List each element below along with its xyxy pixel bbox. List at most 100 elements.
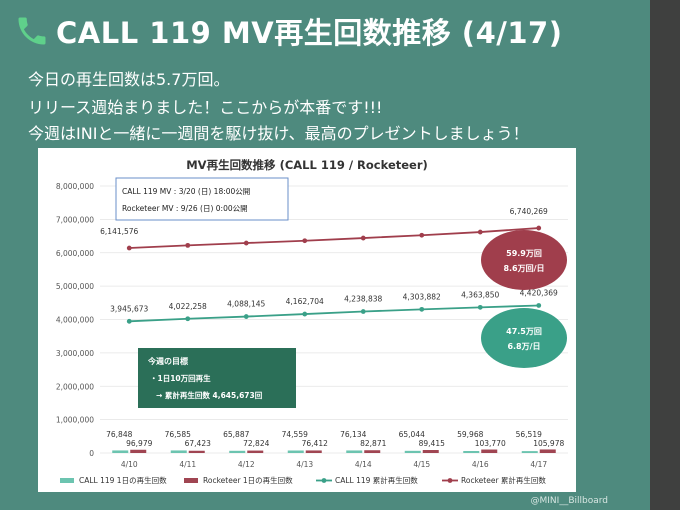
info-box [115, 177, 289, 221]
call119-daily-label: 59,968 [457, 430, 483, 439]
call119-daily-label: 65,044 [399, 430, 425, 439]
rocketeer-daily-bar [188, 450, 205, 453]
rocketeer-daily-label: 72,824 [243, 439, 269, 448]
message-line-3: 今週はINIと一緒に一週間を駆け抜け、最高のプレゼントしましょう！ [28, 124, 529, 143]
rocketeer-daily-bar [539, 449, 556, 453]
title-text: CALL 119 MV再生回数推移 (4/17) [56, 16, 563, 50]
call119-cumulative-label: 4,420,369 [520, 288, 558, 297]
side-strip [650, 0, 680, 510]
rocketeer-daily-label: 67,423 [185, 439, 211, 448]
rocketeer-daily-label: 82,871 [360, 439, 386, 448]
call119-cumulative-label: 4,238,838 [344, 295, 382, 304]
call119-daily-bar [170, 450, 187, 453]
x-tick-label: 4/16 [472, 460, 489, 469]
call119-daily-label: 65,887 [223, 430, 249, 439]
y-tick-label: 8,000,000 [56, 182, 94, 191]
y-tick-label: 0 [89, 449, 94, 458]
rocketeer-daily-label: 89,415 [419, 439, 445, 448]
rocketeer-daily-bar [481, 449, 498, 453]
y-tick-label: 5,000,000 [56, 282, 94, 291]
y-tick-label: 2,000,000 [56, 382, 94, 391]
rocketeer-cumulative-point [126, 245, 132, 251]
call119-cumulative-label: 4,363,850 [461, 290, 499, 299]
x-tick-label: 4/10 [121, 460, 138, 469]
rocketeer-cumulative-label: 6,141,576 [100, 227, 138, 236]
rocketeer-daily-label: 103,770 [475, 439, 506, 448]
x-tick-label: 4/14 [355, 460, 372, 469]
rocketeer-badge [481, 230, 567, 290]
rocketeer-cumulative-point [243, 240, 249, 246]
y-tick-label: 6,000,000 [56, 249, 94, 258]
call119-daily-bar [404, 450, 421, 453]
goal-line-1: ・1日10万回再生 [150, 373, 211, 383]
x-tick-label: 4/11 [179, 460, 196, 469]
chart-legend: CALL 119 1日の再生回数 Rocketeer 1日の再生回数 CALL 11… [60, 475, 546, 485]
call119-daily-label: 76,848 [106, 430, 132, 439]
goal-box [138, 348, 296, 408]
call119-cumulative-point [477, 304, 483, 310]
rocketeer-cumulative-line [129, 227, 539, 249]
call119-daily-bar [112, 450, 129, 453]
legend-label: Rocketeer 累計再生回数 [461, 475, 546, 485]
rocketeer-badge-line-1: 59.9万回 [506, 249, 542, 258]
rocketeer-daily-bar [247, 450, 264, 453]
rocketeer-daily-label: 76,412 [302, 439, 328, 448]
rocketeer-cumulative-point [302, 238, 308, 244]
credit: @MINI__Billboard [530, 496, 608, 506]
x-tick-label: 4/15 [413, 460, 430, 469]
legend-label: Rocketeer 1日の再生回数 [203, 475, 293, 485]
x-tick-label: 4/12 [238, 460, 255, 469]
rocketeer-daily-label: 105,978 [533, 439, 564, 448]
legend-marker [447, 478, 453, 483]
y-tick-label: 1,000,000 [56, 416, 94, 425]
chart: MV再生回数推移 (CALL 119 / Rocketeer) 0 1,000,0… [56, 158, 568, 485]
call119-daily-bar [229, 450, 246, 453]
rocketeer-daily-bar [364, 450, 381, 453]
call119-cumulative-point [185, 316, 191, 322]
call119-cumulative-point [302, 311, 308, 317]
rocketeer-cumulative-point [185, 242, 191, 248]
y-tick-label: 7,000,000 [56, 215, 94, 224]
call119-daily-bar [287, 450, 304, 453]
rocketeer-cumulative-label: 6,740,269 [510, 207, 548, 216]
slide-title: CALL 119 MV再生回数推移 (4/17) [14, 10, 562, 52]
legend-marker [321, 478, 327, 483]
call119-daily-label: 74,559 [282, 430, 308, 439]
call119-cumulative-point [536, 303, 542, 308]
call119-daily-bar [346, 450, 363, 453]
call119-cumulative-point [360, 309, 366, 314]
call119-daily-bar [521, 451, 538, 453]
y-tick-label: 3,000,000 [56, 349, 94, 358]
rocketeer-cumulative-point [536, 225, 542, 231]
legend-label: CALL 119 累計再生回数 [335, 475, 418, 485]
call119-cumulative-point [419, 306, 425, 312]
rocketeer-cumulative-point [360, 235, 366, 241]
message-line-2: リリース週始まりました！ここからが本番です!!! [28, 98, 383, 117]
rocketeer-cumulative-point [477, 229, 483, 235]
legend-label: CALL 119 1日の再生回数 [79, 475, 167, 485]
call119-badge-line-2: 6.8万/日 [507, 342, 540, 351]
legend-swatch [184, 478, 198, 483]
rocketeer-daily-bar [305, 450, 322, 453]
call119-daily-bar [463, 450, 480, 453]
info-line-1: CALL 119 MV : 3/20 (日) 18:00公開 [122, 187, 250, 196]
call119-cumulative-label: 4,088,145 [227, 300, 265, 309]
slide: CALL 119 MV再生回数推移 (4/17) 今日の再生回数は5.7万回。 … [14, 10, 608, 506]
rocketeer-daily-label: 96,979 [126, 439, 152, 448]
rocketeer-daily-bar [130, 449, 147, 453]
call119-cumulative-point [126, 318, 132, 324]
goal-line-2: → 累計再生回数 4,645,673回 [156, 390, 263, 400]
call119-badge [481, 308, 567, 368]
call119-daily-label: 76,134 [340, 430, 366, 439]
rocketeer-cumulative-point [419, 232, 425, 238]
rocketeer-badge-line-2: 8.6万回/日 [503, 264, 544, 273]
call119-cumulative-point [243, 314, 249, 319]
phone-icon [18, 17, 46, 45]
legend-swatch [60, 478, 74, 483]
x-tick-label: 4/17 [530, 460, 547, 469]
chart-title: MV再生回数推移 (CALL 119 / Rocketeer) [186, 158, 428, 172]
call119-cumulative-label: 4,162,704 [286, 297, 324, 306]
rocketeer-daily-bar [422, 450, 439, 453]
chart-panel: MV再生回数推移 (CALL 119 / Rocketeer) 0 1,000,0… [38, 148, 576, 492]
call119-daily-label: 56,519 [516, 430, 542, 439]
